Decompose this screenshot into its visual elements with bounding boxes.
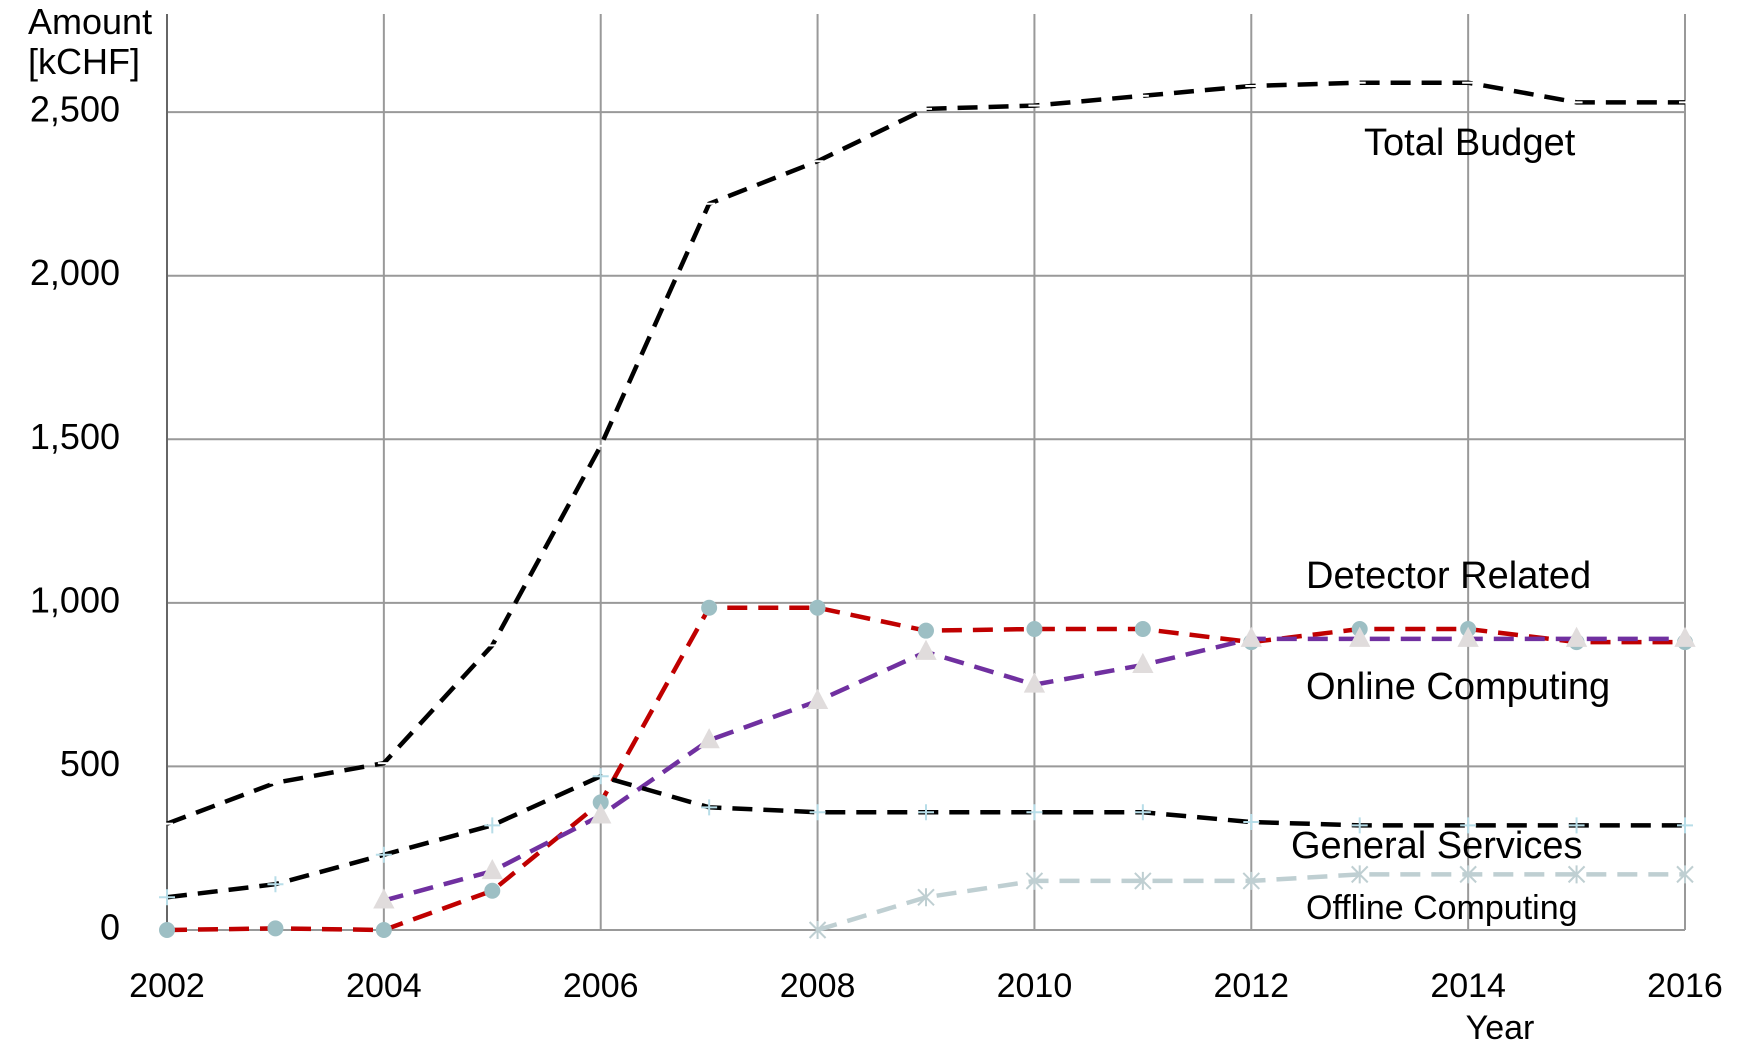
marker [918, 804, 934, 821]
x-tick-label: 2012 [1213, 967, 1289, 1005]
marker [917, 888, 935, 907]
y-tick-label: 500 [60, 743, 120, 784]
marker [915, 639, 937, 660]
marker [1134, 871, 1152, 890]
marker [1676, 865, 1694, 884]
series-label: Online Computing [1306, 666, 1610, 708]
marker [159, 889, 175, 906]
marker [698, 728, 720, 749]
marker [1351, 817, 1368, 834]
series-line [166, 80, 1685, 826]
marker [590, 803, 612, 824]
marker [1674, 626, 1696, 647]
y-tick-label: 2,500 [30, 89, 120, 130]
marker [1240, 626, 1262, 647]
y-tick-label: 1,000 [30, 579, 120, 620]
marker [1568, 817, 1585, 834]
x-tick-label: 2014 [1430, 967, 1506, 1005]
y-tick-label: 0 [100, 907, 120, 948]
y-axis-label: Amount [kCHF] [28, 1, 153, 82]
marker [484, 882, 501, 899]
marker [1026, 804, 1043, 821]
marker [375, 846, 392, 863]
marker [701, 599, 718, 616]
marker [1026, 621, 1043, 638]
marker [808, 921, 827, 939]
series-label: Total Budget [1364, 122, 1576, 164]
series-label: Detector Related [1306, 555, 1591, 597]
marker [373, 888, 395, 909]
marker [1460, 817, 1477, 834]
x-tick-label: 2004 [346, 967, 422, 1005]
x-tick-label: 2016 [1647, 967, 1723, 1005]
marker [1242, 871, 1260, 890]
marker [1134, 621, 1151, 638]
x-tick-label: 2010 [997, 967, 1073, 1005]
marker [1132, 652, 1154, 674]
marker [481, 858, 503, 880]
marker [1459, 865, 1477, 884]
marker [1349, 626, 1371, 647]
marker [918, 622, 934, 639]
marker [159, 922, 175, 938]
marker [1023, 672, 1046, 693]
x-tick-label: 2008 [780, 967, 856, 1005]
x-axis-label: Year [1466, 1009, 1535, 1045]
marker [592, 768, 609, 785]
marker [806, 688, 829, 709]
y-tick-label: 2,000 [30, 252, 120, 293]
marker [809, 599, 826, 616]
marker [1025, 871, 1044, 890]
series-label: General Services [1291, 825, 1582, 867]
marker [267, 920, 284, 937]
marker [1677, 817, 1693, 834]
x-tick-label: 2006 [563, 967, 639, 1005]
marker [267, 876, 284, 893]
marker [375, 922, 392, 938]
marker [809, 804, 826, 821]
marker [484, 817, 501, 834]
marker [1351, 865, 1369, 884]
x-tick-label: 2002 [129, 967, 205, 1005]
marker [1243, 814, 1260, 831]
marker [1134, 804, 1151, 821]
y-tick-label: 1,500 [30, 416, 120, 457]
series-label: Offline Computing [1306, 889, 1578, 927]
marker [701, 799, 718, 816]
marker [1457, 626, 1479, 647]
marker [1567, 865, 1586, 884]
marker [1565, 626, 1588, 647]
